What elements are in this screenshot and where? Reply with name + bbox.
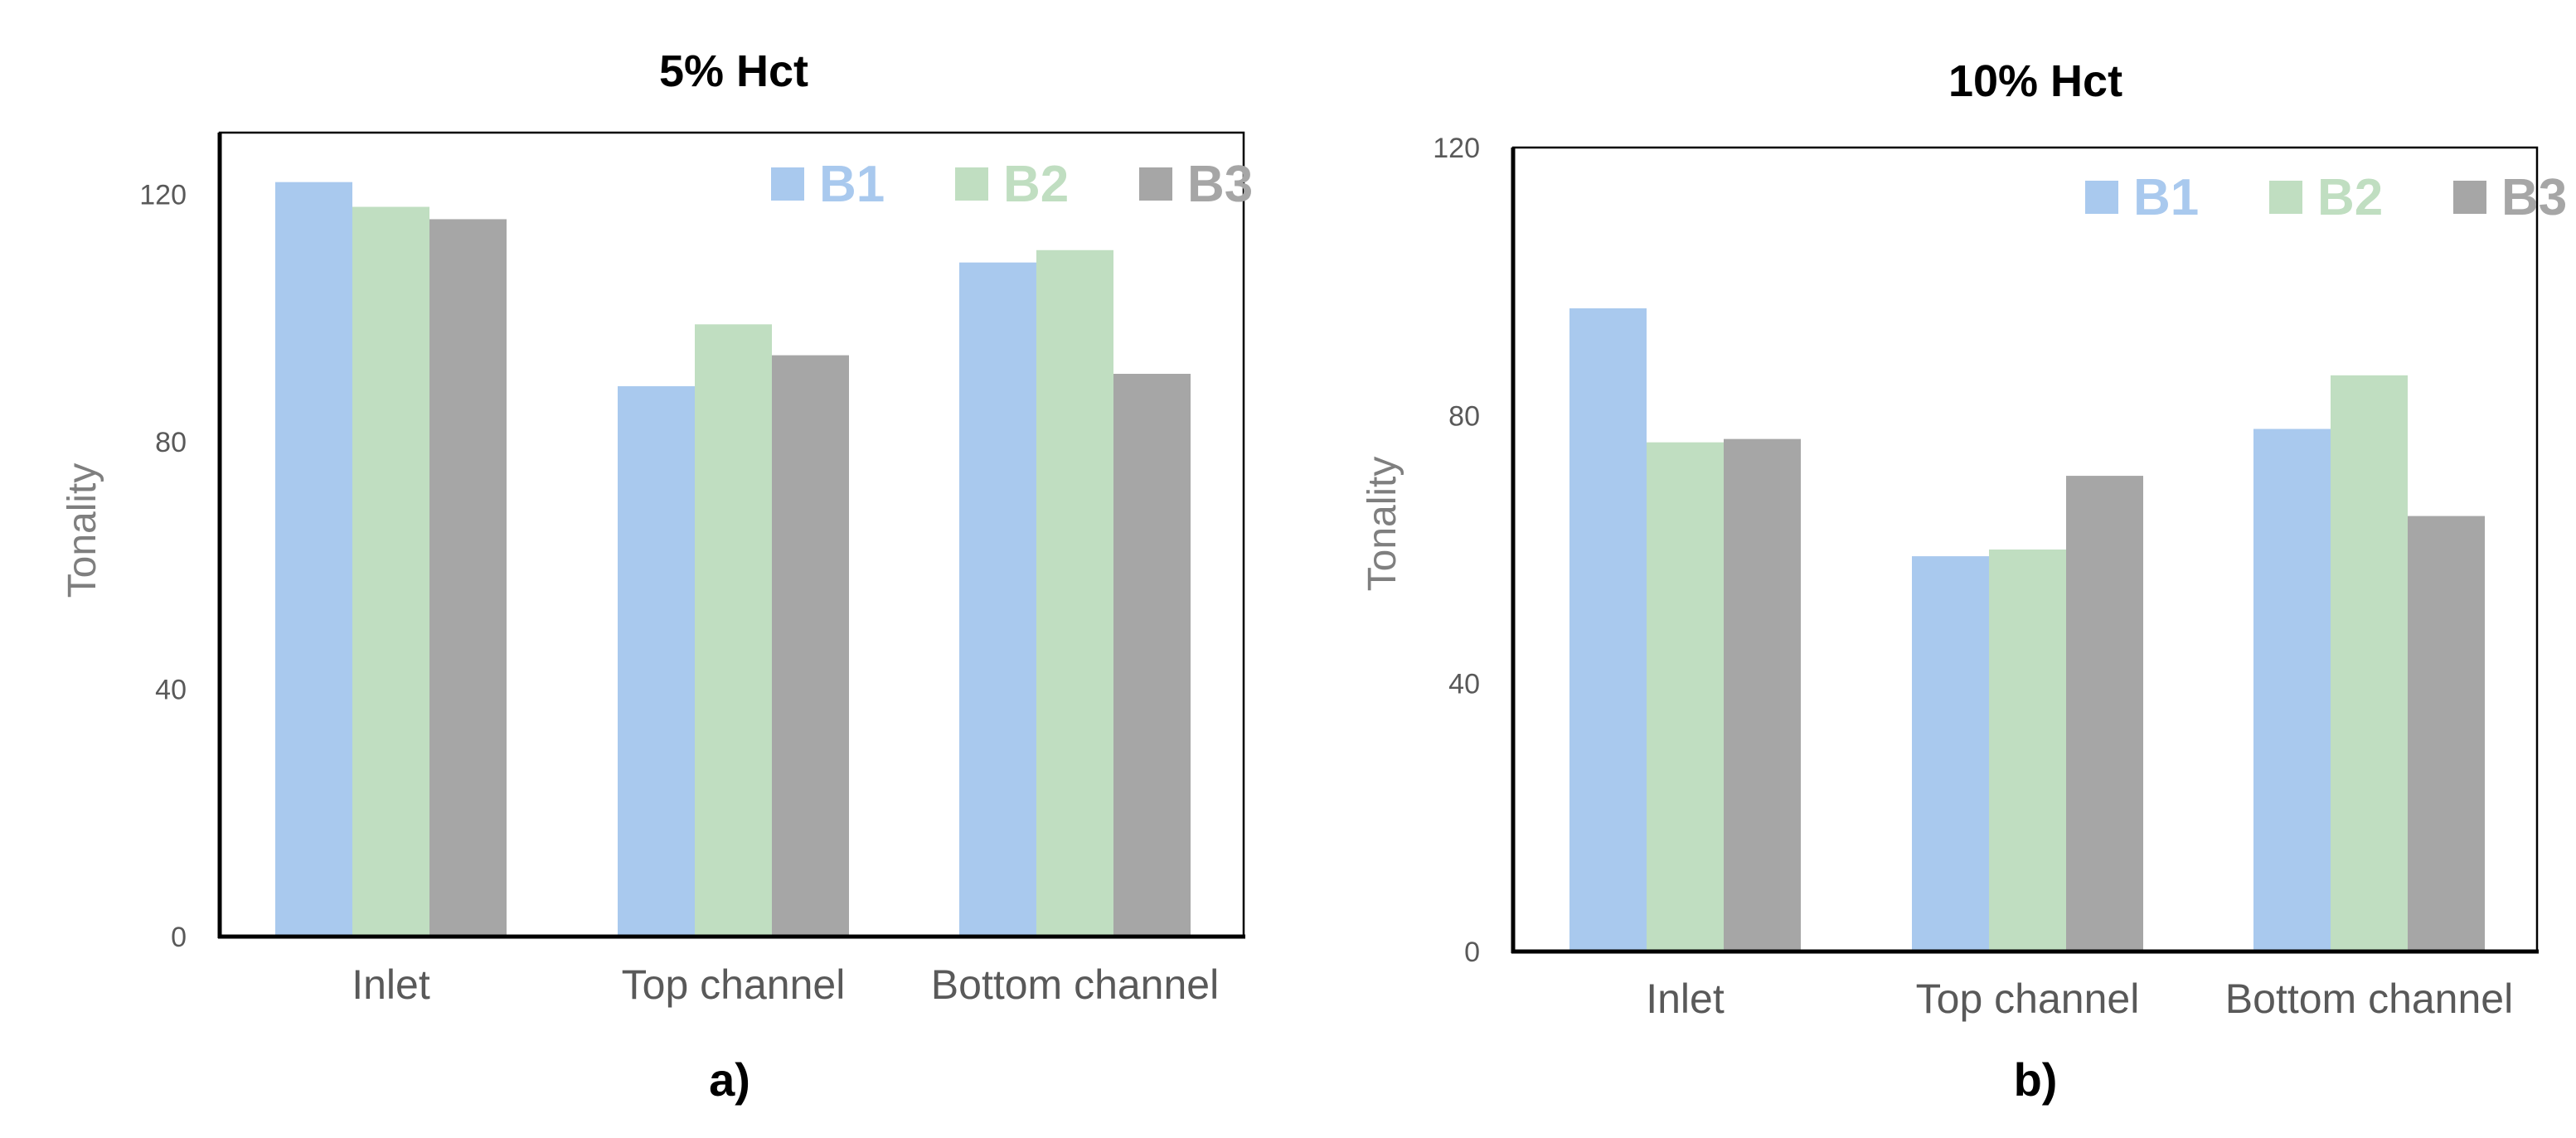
chart-b-bar-b2-2 bbox=[2331, 375, 2408, 952]
chart-a-y-ticks: 0 40 80 120 bbox=[139, 180, 187, 953]
chart-a-legend-swatch-b2 bbox=[955, 167, 988, 201]
chart-a-legend-label-b2: B2 bbox=[1003, 156, 1069, 213]
chart-a-x-tick-1: Top channel bbox=[622, 961, 846, 1008]
chart-b-y-ticks: 0 40 80 120 bbox=[1433, 133, 1480, 968]
chart-b-legend-swatch-b1 bbox=[2085, 181, 2118, 214]
chart-a-bar-b2-1 bbox=[695, 324, 772, 937]
chart-a-legend-label-b1: B1 bbox=[819, 156, 885, 213]
chart-b-panel-label: b) bbox=[2014, 1053, 2058, 1106]
chart-a-y-tick-120: 120 bbox=[139, 180, 187, 211]
chart-b-y-tick-40: 40 bbox=[1448, 669, 1480, 700]
chart-a-x-ticks: Inlet Top channel Bottom channel bbox=[352, 961, 1219, 1008]
chart-b-legend: B1 B2 B3 bbox=[2085, 169, 2567, 226]
chart-b-legend-label-b3: B3 bbox=[2501, 169, 2567, 226]
chart-a-legend: B1 B2 B3 bbox=[771, 156, 1253, 213]
chart-a-bar-b3-1 bbox=[772, 355, 849, 937]
chart-a-x-tick-2: Bottom channel bbox=[931, 961, 1219, 1008]
chart-b-y-tick-0: 0 bbox=[1464, 937, 1480, 968]
chart-b-legend-swatch-b2 bbox=[2269, 181, 2302, 214]
chart-a-bars bbox=[275, 182, 1191, 937]
chart-b-legend-swatch-b3 bbox=[2453, 181, 2486, 214]
chart-a-y-tick-0: 0 bbox=[171, 922, 187, 953]
chart-a-y-tick-80: 80 bbox=[155, 427, 187, 458]
chart-a-bar-b3-2 bbox=[1113, 374, 1191, 937]
chart-b-bar-b1-1 bbox=[1912, 556, 1989, 952]
chart-b-legend-label-b1: B1 bbox=[2133, 169, 2199, 226]
chart-b-x-tick-2: Bottom channel bbox=[2225, 976, 2513, 1022]
chart-b-x-ticks: Inlet Top channel Bottom channel bbox=[1646, 976, 2513, 1022]
chart-b-x-tick-0: Inlet bbox=[1646, 976, 1725, 1022]
chart-b-bar-b3-0 bbox=[1724, 438, 1801, 952]
chart-b-bar-b2-1 bbox=[1989, 550, 2066, 952]
chart-b-bar-b1-0 bbox=[1569, 308, 1647, 952]
chart-b-y-tick-80: 80 bbox=[1448, 400, 1480, 432]
chart-a-x-tick-0: Inlet bbox=[352, 961, 430, 1008]
chart-a-panel-label: a) bbox=[709, 1053, 750, 1106]
chart-a-bar-b1-1 bbox=[618, 385, 695, 937]
chart-a-y-axis-title: Tonality bbox=[61, 463, 104, 598]
chart-a-y-tick-40: 40 bbox=[155, 675, 187, 706]
chart-a-bar-b1-2 bbox=[959, 262, 1036, 937]
chart-a: 5% Hct Tonality 0 40 80 120 Inlet Top channe… bbox=[61, 46, 1253, 1106]
chart-b-y-axis-title: Tonality bbox=[1361, 457, 1404, 592]
chart-b-x-tick-1: Top channel bbox=[1916, 976, 2140, 1022]
chart-b: 10% Hct Tonality 0 40 80 120 Inlet Top chann… bbox=[1361, 56, 2567, 1106]
chart-b-bars bbox=[1569, 308, 2485, 952]
chart-a-legend-swatch-b1 bbox=[771, 167, 804, 201]
chart-b-bar-b3-1 bbox=[2066, 476, 2143, 952]
chart-b-bar-b1-2 bbox=[2253, 429, 2331, 952]
chart-a-legend-label-b3: B3 bbox=[1187, 156, 1253, 213]
chart-b-bar-b3-2 bbox=[2408, 516, 2485, 952]
chart-a-title: 5% Hct bbox=[659, 46, 808, 96]
chart-a-bar-b3-0 bbox=[429, 219, 507, 937]
chart-a-bar-b2-2 bbox=[1036, 249, 1113, 937]
chart-a-bar-b2-0 bbox=[352, 206, 429, 937]
chart-a-bar-b1-0 bbox=[275, 182, 352, 937]
chart-b-y-tick-120: 120 bbox=[1433, 133, 1480, 164]
chart-a-legend-swatch-b3 bbox=[1139, 167, 1172, 201]
chart-b-legend-label-b2: B2 bbox=[2317, 169, 2383, 226]
chart-b-bar-b2-0 bbox=[1647, 442, 1724, 952]
chart-b-title: 10% Hct bbox=[1948, 56, 2122, 106]
